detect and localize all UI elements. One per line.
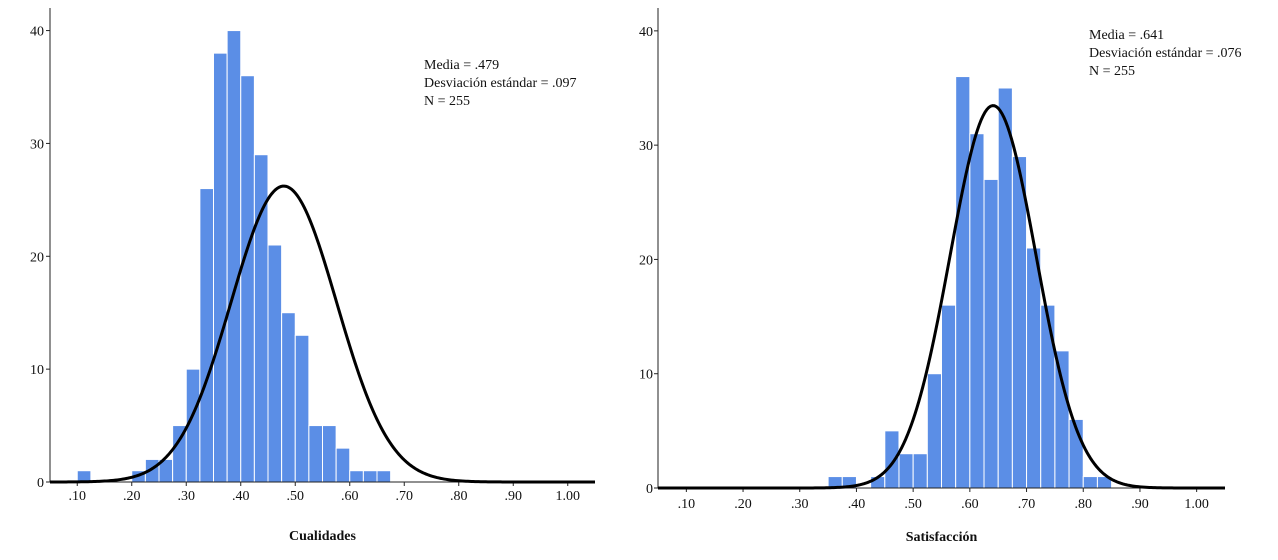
histogram-bar <box>912 453 928 489</box>
histogram-bar <box>941 304 957 489</box>
stats-line: N = 255 <box>1089 64 1135 79</box>
x-tick-label: .50 <box>904 497 922 512</box>
x-tick-label: .20 <box>123 489 141 504</box>
x-tick-label: .40 <box>232 489 250 504</box>
x-axis-label: Cualidades <box>289 529 356 544</box>
histogram-bar <box>281 312 296 483</box>
stats-line: Media = .479 <box>424 58 499 73</box>
histogram-bar <box>997 87 1013 489</box>
histogram-bars <box>827 76 1113 489</box>
y-tick-label: 0 <box>646 482 653 497</box>
stats-line: Media = .641 <box>1089 28 1164 43</box>
normal-curve <box>658 104 1225 490</box>
histogram-bar <box>349 470 364 483</box>
histogram-bar <box>362 470 378 483</box>
x-tick-label: .40 <box>848 497 866 512</box>
x-tick-label: .20 <box>734 497 752 512</box>
histogram-bar <box>294 334 310 483</box>
histogram-bar <box>969 133 985 489</box>
y-tick-label: 20 <box>639 253 653 268</box>
histogram-bar <box>898 453 914 489</box>
histogram-bar <box>1054 350 1070 489</box>
y-tick-label: 10 <box>30 363 44 378</box>
histogram-bar <box>926 373 943 489</box>
stats-line: Desviación estándar = .076 <box>1089 46 1242 61</box>
x-tick-label: .60 <box>961 497 979 512</box>
y-tick-label: 30 <box>30 137 44 152</box>
x-tick-label: .70 <box>1018 497 1036 512</box>
stats-line: Desviación estándar = .097 <box>424 76 577 91</box>
x-tick-label: .30 <box>178 489 196 504</box>
histogram-bar <box>955 76 971 489</box>
x-tick-label: .80 <box>1075 497 1093 512</box>
y-tick-label: 10 <box>639 368 653 383</box>
y-tick-label: 40 <box>30 25 44 40</box>
y-tick-label: 20 <box>30 250 44 265</box>
y-tick-label: 30 <box>639 139 653 154</box>
x-tick-label: .10 <box>69 489 87 504</box>
histogram-bar <box>884 430 900 489</box>
x-tick-label: .80 <box>450 489 468 504</box>
x-tick-label: .30 <box>791 497 809 512</box>
normal-curve <box>50 184 595 484</box>
y-tick-label: 0 <box>37 476 44 491</box>
stats-line: N = 255 <box>424 94 470 109</box>
x-tick-label: .70 <box>396 489 414 504</box>
histogram-bar <box>240 75 255 483</box>
histogram-bar <box>1026 247 1042 489</box>
histogram-cualidades: 0 10 20 30 40 .10 .20 .30 .40 .50 .60 .70 .80 .90 1.00… <box>30 8 595 544</box>
histogram-bar <box>1011 156 1028 489</box>
histogram-bar <box>226 30 242 483</box>
x-tick-label: .10 <box>678 497 696 512</box>
histogram-satisfaccion: 0 10 20 30 40 .10 .20 .30 .40 .50 .60 .70 .80 .90 1.00… <box>639 8 1242 545</box>
histogram-bar <box>1082 476 1098 489</box>
histogram-bar <box>308 425 323 483</box>
histogram-bar <box>213 52 228 483</box>
histogram-bar <box>1040 304 1056 489</box>
histogram-bar <box>983 178 999 489</box>
y-tick-label: 40 <box>639 25 653 40</box>
x-tick-label: .60 <box>341 489 359 504</box>
histogram-bar <box>376 470 392 483</box>
histogram-bar <box>322 425 337 483</box>
x-tick-label: 1.00 <box>1184 497 1209 512</box>
x-tick-label: .90 <box>1131 497 1149 512</box>
histogram-bar <box>199 188 214 483</box>
x-tick-label: .50 <box>287 489 305 504</box>
x-tick-label: .90 <box>505 489 523 504</box>
x-tick-label: 1.00 <box>556 489 581 504</box>
histogram-bars <box>76 30 392 483</box>
histogram-bar <box>267 244 283 483</box>
histogram-bar <box>335 447 351 483</box>
x-axis-label: Satisfacción <box>906 530 978 545</box>
